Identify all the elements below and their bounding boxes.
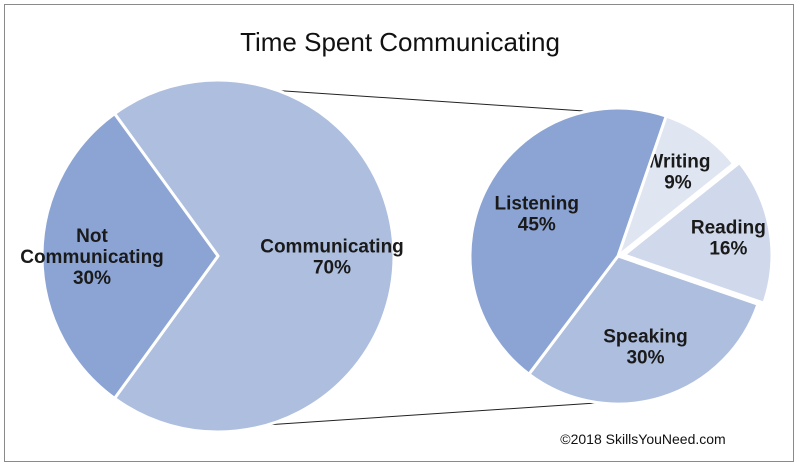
connector-lines <box>249 88 612 427</box>
pie-slice-writing <box>616 114 736 258</box>
pie-slice-not-communicating-label: Not <box>76 226 108 247</box>
copyright-credit: ©2018 SkillsYouNeed.com <box>560 431 725 447</box>
pie-slice-communicating-value-label: 70% <box>313 258 351 279</box>
pie-slice-reading-value-label: 16% <box>709 238 747 259</box>
pie-slice-communicating <box>113 78 396 434</box>
pie-slice-reading <box>622 161 774 305</box>
connector-line-bottom <box>249 401 612 427</box>
pie-slice-listening-label: Listening <box>495 193 579 214</box>
pie-slice-reading-label: Reading <box>691 217 766 238</box>
pie-slice-not-communicating-label: Communicating <box>20 247 164 268</box>
pie-slice-writing-label: Writing <box>645 152 710 173</box>
pie-slice-listening-value-label: 45% <box>518 214 556 235</box>
pie-slice-not-communicating-value-label: 30% <box>73 268 111 289</box>
pie-slice-writing-value-label: 9% <box>664 173 692 194</box>
pie-slice-speaking-label: Speaking <box>603 326 687 347</box>
pie-slice-communicating-label: Communicating <box>260 237 404 258</box>
pie-slice-listening <box>468 106 668 376</box>
pie-slice-speaking <box>527 254 760 406</box>
pie-slice-not-communicating <box>40 112 220 400</box>
chart-title: Time Spent Communicating <box>240 27 560 57</box>
connector-line-top <box>254 88 585 112</box>
pie-slice-speaking-value-label: 30% <box>626 347 664 368</box>
